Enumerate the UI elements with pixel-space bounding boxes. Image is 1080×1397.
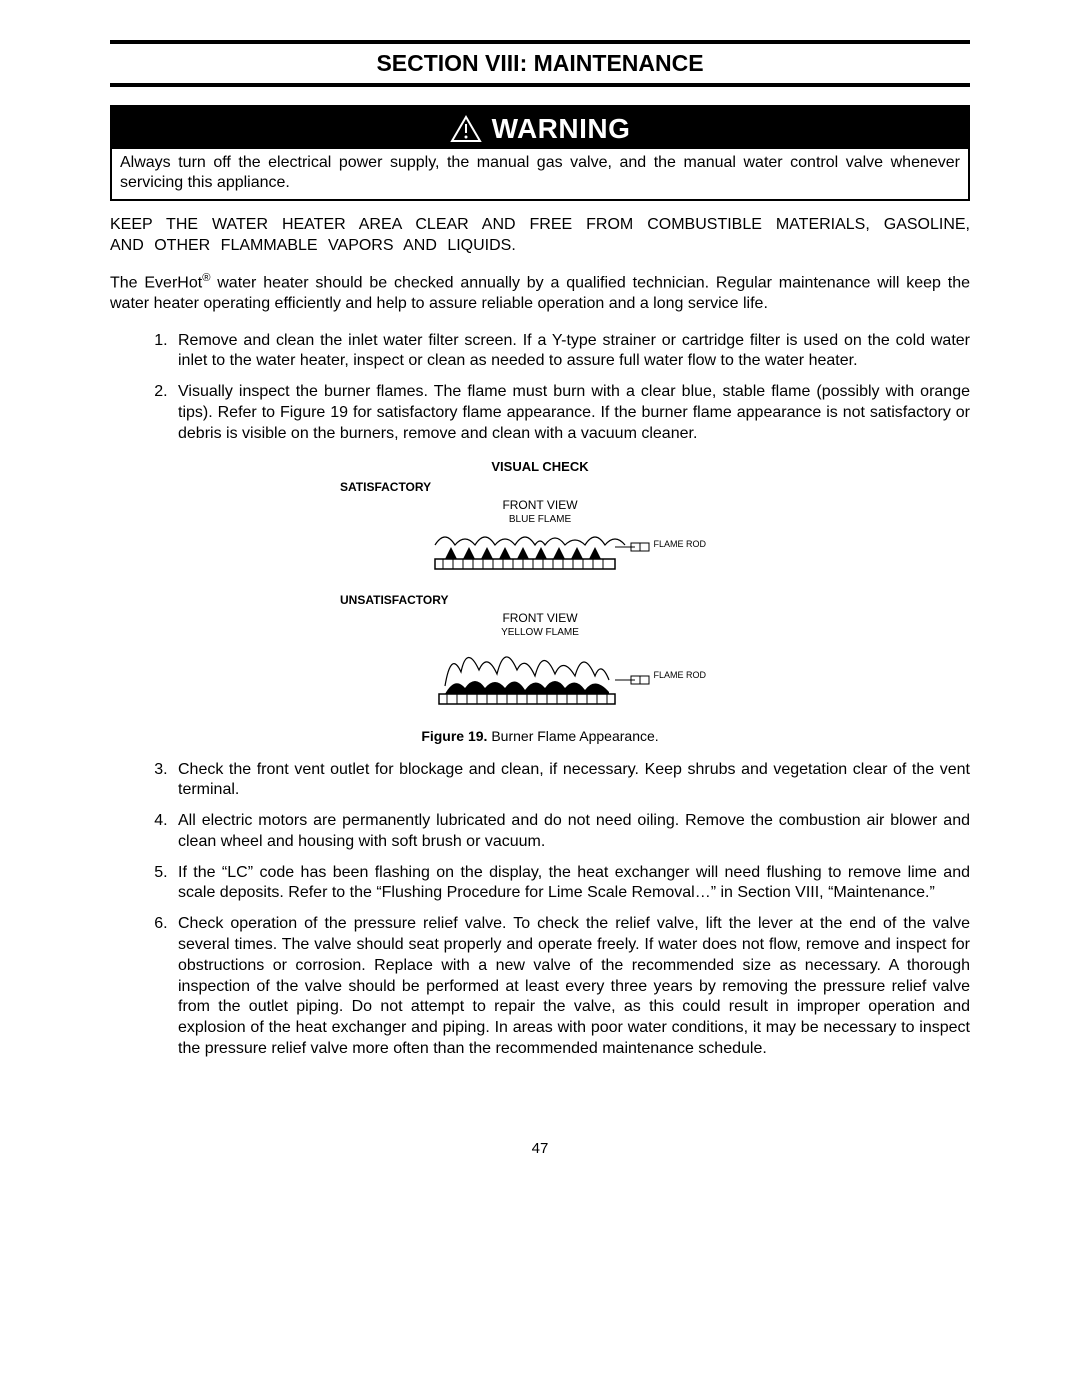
list-item: Visually inspect the burner flames. The …	[172, 382, 970, 444]
figure-caption-rest: Burner Flame Appearance.	[487, 728, 658, 744]
front-view-label: FRONT VIEW	[340, 498, 740, 512]
list-item: If the “LC” code has been flashing on th…	[172, 863, 970, 905]
figure-19: VISUAL CHECK SATISFACTORY FRONT VIEW BLU…	[340, 459, 740, 744]
keep-clear-paragraph: KEEP THE WATER HEATER AREA CLEAR AND FRE…	[110, 215, 970, 257]
figure-caption: Figure 19. Burner Flame Appearance.	[340, 728, 740, 744]
warning-box: WARNING Always turn off the electrical p…	[110, 105, 970, 201]
front-view-label-2: FRONT VIEW	[340, 611, 740, 625]
page: SECTION VIII: MAINTENANCE WARNING Always…	[0, 0, 1080, 1197]
visual-check-title: VISUAL CHECK	[340, 459, 740, 474]
maintenance-list-b: Check the front vent outlet for blockage…	[110, 760, 970, 1060]
flame-rod-label-2: FLAME ROD	[653, 670, 706, 680]
unsatisfactory-diagram: FLAME ROD	[410, 640, 670, 710]
unsatisfactory-label: UNSATISFACTORY	[340, 593, 740, 607]
figure-caption-bold: Figure 19.	[421, 728, 487, 744]
satisfactory-diagram: FLAME ROD	[410, 527, 670, 575]
warning-triangle-icon	[450, 115, 482, 143]
blue-flame-label: BLUE FLAME	[340, 514, 740, 525]
section-title: SECTION VIII: MAINTENANCE	[110, 44, 970, 83]
list-item: Remove and clean the inlet water filter …	[172, 331, 970, 373]
satisfactory-label: SATISFACTORY	[340, 480, 740, 494]
list-item: Check the front vent outlet for blockage…	[172, 760, 970, 802]
flame-rod-label: FLAME ROD	[653, 539, 706, 549]
warning-body: Always turn off the electrical power sup…	[112, 149, 968, 199]
page-number: 47	[110, 1140, 970, 1157]
list-item: Check operation of the pressure relief v…	[172, 914, 970, 1060]
yellow-flame-label: YELLOW FLAME	[340, 627, 740, 638]
warning-header-text: WARNING	[492, 113, 631, 145]
everhot-post: water heater should be checked annually …	[110, 274, 970, 312]
title-underline	[110, 83, 970, 87]
list-item: All electric motors are permanently lubr…	[172, 811, 970, 853]
warning-header: WARNING	[112, 107, 968, 149]
maintenance-list-a: Remove and clean the inlet water filter …	[110, 331, 970, 445]
everhot-paragraph: The EverHot® water heater should be chec…	[110, 271, 970, 315]
everhot-pre: The EverHot	[110, 274, 202, 291]
